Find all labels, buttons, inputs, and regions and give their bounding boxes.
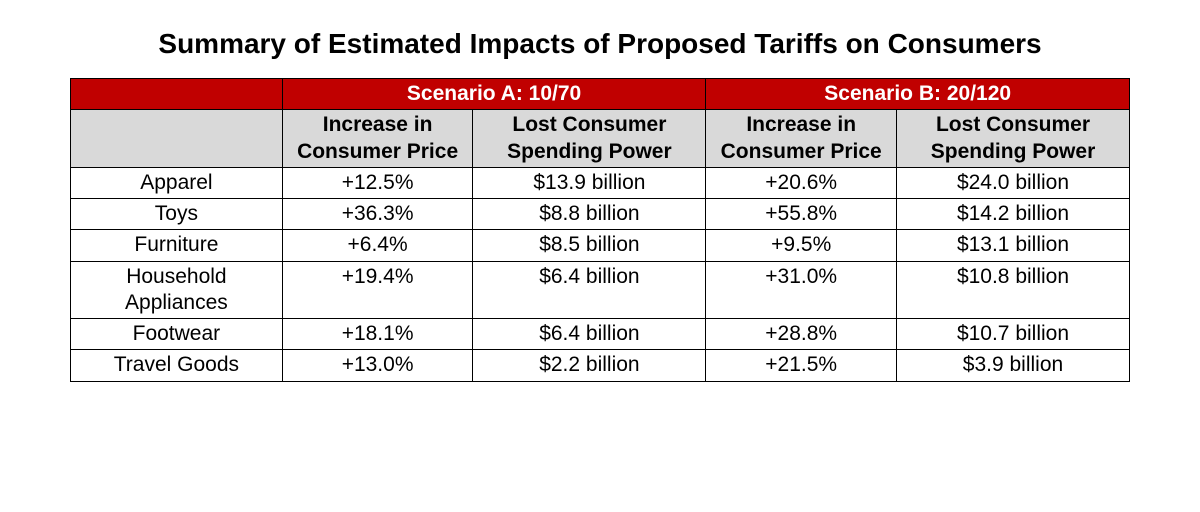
col-b-increase: Increase in Consumer Price (706, 110, 897, 168)
cell-b-inc: +9.5% (706, 230, 897, 261)
cell-b-lost: $10.7 billion (896, 319, 1129, 350)
cell-a-inc: +12.5% (282, 167, 473, 198)
row-label: Apparel (71, 167, 283, 198)
cell-a-inc: +6.4% (282, 230, 473, 261)
cell-b-lost: $24.0 billion (896, 167, 1129, 198)
cell-a-lost: $13.9 billion (473, 167, 706, 198)
cell-a-lost: $8.5 billion (473, 230, 706, 261)
tariff-table: Scenario A: 10/70 Scenario B: 20/120 Inc… (70, 78, 1130, 382)
row-label: Travel Goods (71, 350, 283, 381)
cell-a-inc: +13.0% (282, 350, 473, 381)
table-row: Apparel +12.5% $13.9 billion +20.6% $24.… (71, 167, 1130, 198)
sub-header-row: Increase in Consumer Price Lost Consumer… (71, 110, 1130, 168)
cell-b-inc: +55.8% (706, 199, 897, 230)
scenario-header-row: Scenario A: 10/70 Scenario B: 20/120 (71, 79, 1130, 110)
cell-b-lost: $10.8 billion (896, 261, 1129, 319)
cell-b-inc: +31.0% (706, 261, 897, 319)
cell-b-lost: $14.2 billion (896, 199, 1129, 230)
cell-a-inc: +19.4% (282, 261, 473, 319)
row-label: Household Appliances (71, 261, 283, 319)
table-row: Toys +36.3% $8.8 billion +55.8% $14.2 bi… (71, 199, 1130, 230)
header-blank (71, 79, 283, 110)
cell-a-lost: $8.8 billion (473, 199, 706, 230)
cell-b-lost: $13.1 billion (896, 230, 1129, 261)
table-row: Furniture +6.4% $8.5 billion +9.5% $13.1… (71, 230, 1130, 261)
col-a-increase: Increase in Consumer Price (282, 110, 473, 168)
row-label: Footwear (71, 319, 283, 350)
cell-a-inc: +18.1% (282, 319, 473, 350)
table-row: Travel Goods +13.0% $2.2 billion +21.5% … (71, 350, 1130, 381)
table-row: Household Appliances +19.4% $6.4 billion… (71, 261, 1130, 319)
cell-b-inc: +28.8% (706, 319, 897, 350)
col-b-lost: Lost Consumer Spending Power (896, 110, 1129, 168)
scenario-a-header: Scenario A: 10/70 (282, 79, 706, 110)
page-title: Summary of Estimated Impacts of Proposed… (70, 28, 1130, 60)
cell-a-lost: $6.4 billion (473, 319, 706, 350)
cell-a-inc: +36.3% (282, 199, 473, 230)
subheader-blank (71, 110, 283, 168)
scenario-b-header: Scenario B: 20/120 (706, 79, 1130, 110)
cell-b-lost: $3.9 billion (896, 350, 1129, 381)
cell-b-inc: +20.6% (706, 167, 897, 198)
table-row: Footwear +18.1% $6.4 billion +28.8% $10.… (71, 319, 1130, 350)
row-label: Furniture (71, 230, 283, 261)
row-label: Toys (71, 199, 283, 230)
cell-a-lost: $2.2 billion (473, 350, 706, 381)
cell-a-lost: $6.4 billion (473, 261, 706, 319)
col-a-lost: Lost Consumer Spending Power (473, 110, 706, 168)
cell-b-inc: +21.5% (706, 350, 897, 381)
